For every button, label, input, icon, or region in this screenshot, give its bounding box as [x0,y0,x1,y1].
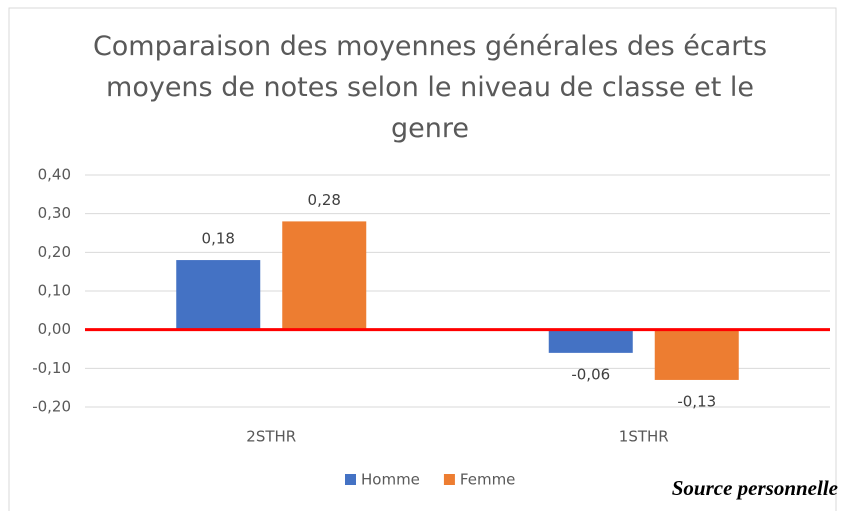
y-tick-label: 0,10 [38,282,71,300]
data-label: 0,28 [308,191,341,209]
legend-swatch [443,474,455,485]
chart-title: Comparaison des moyennes générales des é… [92,31,768,144]
legend-swatch [345,474,356,485]
y-tick-label: 0,30 [38,204,71,222]
data-label: -0,13 [677,392,716,410]
bar [282,221,367,330]
legend-label: Homme [361,471,420,489]
bar [176,260,261,330]
x-tick-label: 1STHR [619,428,669,446]
data-label: -0,06 [571,365,610,383]
y-tick-label: 0,40 [38,166,71,184]
y-tick-label: -0,20 [32,398,71,416]
y-tick-label: 0,00 [38,320,71,338]
bar [654,329,739,380]
bar [548,329,633,353]
data-label: 0,18 [202,230,235,248]
y-tick-label: 0,20 [38,243,71,261]
legend-label: Femme [460,471,516,489]
source-note: Source personnelle [671,476,838,500]
x-tick-label: 2STHR [246,428,296,446]
y-tick-label: -0,10 [32,359,71,377]
chart-frame [8,7,837,511]
